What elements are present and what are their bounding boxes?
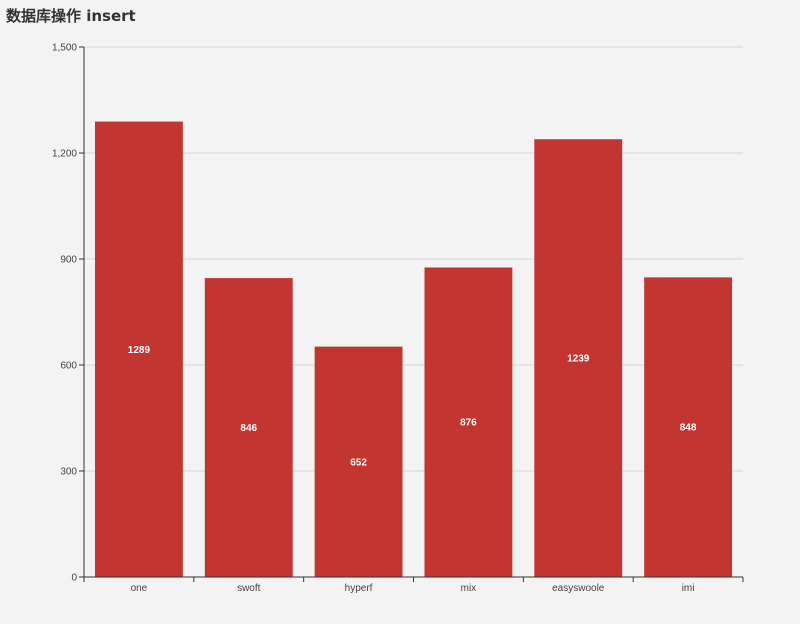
bar	[534, 139, 623, 577]
y-tick-label: 300	[60, 467, 77, 478]
x-tick-label: mix	[461, 583, 477, 594]
bar	[314, 346, 403, 577]
bar	[644, 277, 733, 577]
y-tick-label: 1,500	[52, 43, 77, 54]
bar-value-label: 652	[350, 457, 367, 468]
bars	[94, 121, 733, 577]
axes	[79, 46, 744, 582]
y-tick-label: 900	[60, 255, 77, 266]
x-tick-label: one	[131, 583, 148, 594]
bar	[424, 267, 513, 577]
y-tick-label: 0	[71, 573, 77, 584]
bar-value-label: 876	[460, 418, 477, 429]
bar-value-label: 848	[680, 423, 697, 434]
x-tick-label: easyswoole	[552, 583, 605, 594]
bar-value-label: 1239	[567, 354, 590, 365]
chart-title: 数据库操作 insert	[6, 7, 136, 25]
bar-value-label: 1289	[128, 345, 151, 356]
labels: 0 300 600 900 1,200 1,500 1289 846 652 876 1239 848…	[52, 43, 697, 595]
gridlines	[84, 46, 743, 472]
bar-value-label: 846	[240, 423, 257, 434]
x-tick-label: swoft	[237, 583, 261, 594]
bar	[94, 121, 183, 577]
bar	[204, 278, 293, 577]
y-tick-label: 1,200	[52, 149, 77, 160]
x-tick-label: hyperf	[345, 583, 373, 594]
y-tick-label: 600	[60, 361, 77, 372]
x-tick-label: imi	[682, 583, 695, 594]
